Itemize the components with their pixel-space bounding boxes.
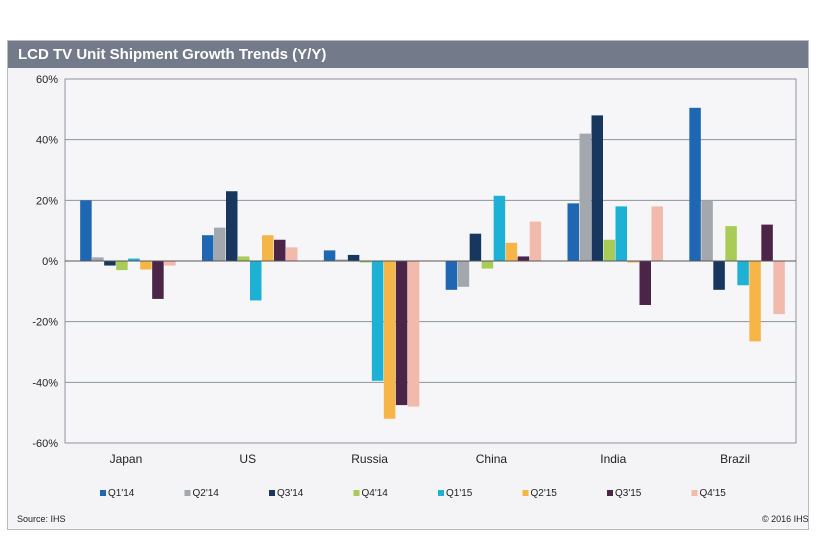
y-tick-label: 0% — [42, 256, 58, 268]
bar-china-0 — [445, 261, 458, 290]
bar-china-6 — [517, 256, 530, 261]
bar-china-5 — [505, 242, 518, 261]
legend-swatch — [100, 490, 106, 496]
bar-japan-4 — [128, 258, 140, 261]
y-tick-label: -40% — [32, 377, 58, 389]
bar-brazil-3 — [725, 226, 737, 261]
bar-brazil-2 — [713, 261, 725, 290]
legend-label: Q2'15 — [531, 488, 558, 499]
legend-swatch — [607, 490, 613, 496]
bar-us-5 — [262, 235, 274, 261]
legend-swatch — [691, 490, 698, 496]
bar-us-3 — [238, 256, 250, 261]
bar-brazil-0 — [689, 107, 701, 261]
legend-label: Q2'14 — [193, 488, 220, 499]
x-tick-label: Brazil — [720, 452, 750, 466]
bar-japan-7 — [164, 261, 176, 266]
bar-india-0 — [567, 203, 579, 261]
bar-us-6 — [274, 239, 286, 261]
bar-russia-6 — [395, 261, 408, 406]
legend-swatch — [184, 490, 191, 496]
bar-russia-2 — [347, 254, 360, 261]
legend-label: Q4'14 — [362, 488, 389, 499]
y-tick-label: -60% — [32, 438, 58, 450]
bar-us-4 — [250, 261, 262, 301]
bar-russia-7 — [407, 261, 420, 407]
bar-us-7 — [286, 247, 298, 261]
chart-title: LCD TV Unit Shipment Growth Trends (Y/Y) — [18, 46, 327, 63]
bar-russia-5 — [383, 261, 396, 419]
bar-russia-1 — [335, 259, 348, 261]
bar-brazil-6 — [761, 224, 773, 261]
bar-russia-0 — [323, 250, 336, 261]
legend-label: Q3'14 — [277, 488, 304, 499]
bar-india-3 — [603, 239, 615, 261]
y-tick-label: 60% — [36, 74, 58, 86]
bar-japan-6 — [152, 261, 164, 299]
bar-india-7 — [651, 206, 663, 261]
legend-swatch — [522, 490, 529, 496]
bar-russia-4 — [371, 261, 384, 381]
bar-china-2 — [469, 233, 482, 261]
bar-us-2 — [226, 191, 238, 261]
legend-swatch — [269, 490, 275, 496]
y-tick-label: -20% — [32, 317, 58, 329]
bar-brazil-5 — [749, 261, 761, 342]
bar-japan-2 — [104, 261, 116, 266]
y-tick-label: 40% — [36, 135, 58, 147]
y-tick-label: 20% — [36, 195, 58, 207]
bar-brazil-4 — [737, 261, 749, 286]
copyright-note: © 2016 IHS — [762, 514, 809, 524]
bar-brazil-7 — [773, 261, 785, 315]
legend-swatch — [353, 490, 360, 496]
legend-label: Q4'15 — [700, 488, 727, 499]
bar-us-0 — [202, 235, 214, 261]
legend-swatch — [438, 490, 444, 496]
x-tick-label: Japan — [110, 452, 143, 466]
bar-india-6 — [639, 261, 651, 305]
legend-label: Q3'15 — [615, 488, 642, 499]
source-note: Source: IHS — [17, 514, 66, 524]
bar-india-1 — [579, 133, 591, 261]
bar-japan-5 — [140, 261, 152, 270]
bar-us-1 — [214, 227, 226, 261]
bar-brazil-1 — [701, 200, 713, 261]
bar-china-1 — [457, 261, 470, 287]
bar-india-4 — [615, 206, 627, 261]
bar-japan-3 — [116, 261, 128, 271]
bar-china-7 — [529, 221, 542, 261]
x-tick-label: India — [600, 452, 626, 466]
bar-russia-3 — [359, 261, 372, 263]
x-tick-label: US — [239, 452, 256, 466]
x-tick-label: China — [476, 452, 508, 466]
bar-india-2 — [591, 115, 603, 262]
bar-japan-0 — [80, 200, 92, 261]
bar-japan-1 — [92, 257, 104, 261]
bar-china-4 — [493, 195, 506, 261]
legend-label: Q1'15 — [446, 488, 473, 499]
chart-title-bar: LCD TV Unit Shipment Growth Trends (Y/Y) — [8, 41, 808, 68]
x-tick-label: Russia — [351, 452, 388, 466]
bar-india-5 — [627, 261, 639, 263]
bar-china-3 — [481, 261, 494, 269]
legend-label: Q1'14 — [108, 488, 135, 499]
